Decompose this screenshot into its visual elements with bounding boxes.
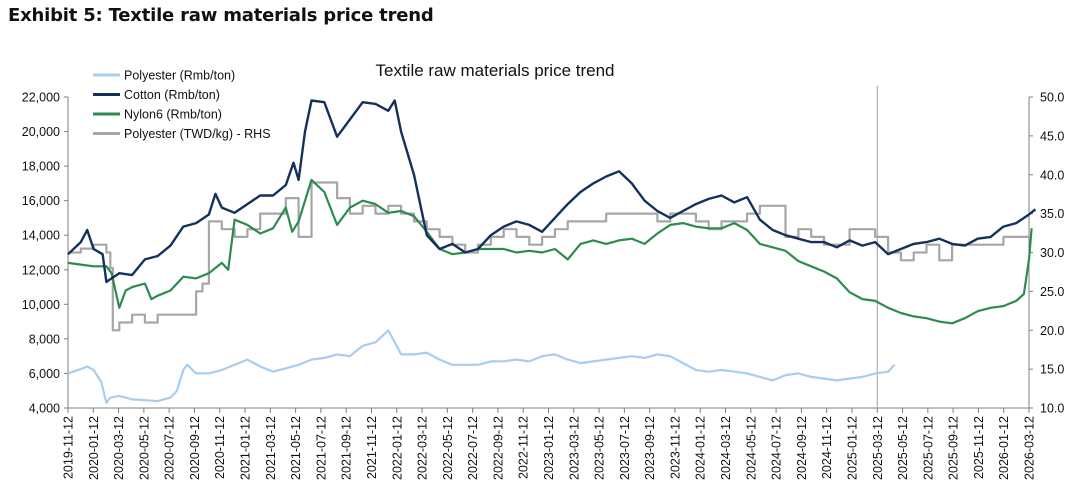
left-tick-label: 8,000 (29, 332, 60, 346)
left-tick-label: 18,000 (22, 160, 60, 174)
x-tick-label: 2022-01-12 (390, 416, 404, 480)
series-line-polyester-rmb-ton (67, 329, 896, 404)
x-tick-label: 2024-03-12 (719, 416, 733, 480)
x-tick-label: 2024-09-12 (795, 416, 809, 480)
x-tick-label: 2022-09-12 (491, 416, 505, 480)
x-tick-label: 2023-07-12 (618, 416, 632, 480)
right-tick-label: 40.0 (1040, 168, 1064, 182)
x-tick-label: 2023-03-12 (567, 416, 581, 480)
legend-label: Nylon6 (Rmb/ton) (124, 108, 222, 122)
left-tick-label: 16,000 (22, 194, 60, 208)
left-tick-label: 6,000 (29, 367, 60, 381)
x-tick-label: 2025-01-12 (845, 416, 859, 480)
left-tick-label: 20,000 (22, 125, 60, 139)
series-line-nylon6-rmb-ton (67, 178, 1033, 325)
right-tick-label: 15.0 (1040, 363, 1064, 377)
x-tick-label: 2023-11-12 (668, 416, 682, 479)
right-tick-label: 35.0 (1040, 207, 1064, 221)
x-tick-label: 2021-05-12 (289, 416, 303, 480)
exhibit-title: Exhibit 5: Textile raw materials price t… (8, 5, 434, 26)
x-tick-label: 2021-07-12 (314, 416, 328, 480)
left-tick-label: 10,000 (22, 298, 60, 312)
x-tick-label: 2024-05-12 (744, 416, 758, 480)
x-tick-label: 2021-01-12 (239, 416, 253, 480)
right-tick-label: 30.0 (1040, 246, 1064, 260)
right-tick-label: 25.0 (1040, 285, 1064, 299)
x-tick-label: 2026-03-12 (1023, 416, 1037, 480)
series-line-polyester-twd-kg-rhs (68, 181, 1029, 332)
right-tick-label: 10.0 (1040, 402, 1064, 416)
legend-label: Polyester (TWD/kg) - RHS (124, 127, 271, 141)
x-tick-label: 2023-01-12 (542, 416, 556, 480)
series-line-cotton-rmb-ton (67, 99, 1037, 284)
x-tick-label: 2021-03-12 (264, 416, 278, 480)
x-tick-label: 2020-07-12 (163, 416, 177, 480)
x-tick-label: 2025-05-12 (896, 416, 910, 480)
x-tick-label: 2022-03-12 (416, 416, 430, 480)
x-tick-label: 2024-07-12 (770, 416, 784, 480)
chart-title: Textile raw materials price trend (375, 61, 614, 80)
right-tick-label: 20.0 (1040, 324, 1064, 338)
x-tick-label: 2022-11-12 (517, 416, 531, 479)
left-tick-label: 12,000 (22, 263, 60, 277)
x-tick-label: 2023-05-12 (593, 416, 607, 480)
x-tick-label: 2020-03-12 (112, 416, 126, 480)
x-tick-label: 2023-09-12 (643, 416, 657, 480)
axes: 4,000 6,000 8,000 10,000 12,000 14,000 16,000 1… (22, 86, 1064, 480)
x-tick-label: 2020-01-12 (87, 416, 101, 480)
x-tick-label: 2020-09-12 (188, 416, 202, 480)
series-lines (67, 99, 1037, 404)
left-tick-label: 14,000 (22, 229, 60, 243)
legend-label: Polyester (Rmb/ton) (124, 69, 235, 83)
x-tick-label: 2022-07-12 (466, 416, 480, 480)
x-tick-label: 2022-05-12 (441, 416, 455, 480)
legend-label: Cotton (Rmb/ton) (124, 88, 220, 102)
left-tick-label: 22,000 (22, 91, 60, 105)
x-tick-label: 2025-07-12 (921, 416, 935, 480)
x-tick-label: 2025-11-12 (972, 416, 986, 479)
left-tick-label: 4,000 (29, 402, 60, 416)
right-tick-label: 45.0 (1040, 129, 1064, 143)
x-tick-label: 2020-05-12 (137, 416, 151, 480)
x-tick-label: 2025-09-12 (947, 416, 961, 480)
legend: Polyester (Rmb/ton) Cotton (Rmb/ton) Nylon… (93, 69, 271, 141)
x-tick-label: 2025-03-12 (871, 416, 885, 480)
x-tick-label: 2021-09-12 (340, 416, 354, 480)
x-tick-label: 2024-11-12 (820, 416, 834, 479)
x-tick-label: 2019-11-12 (62, 416, 76, 479)
x-tick-label: 2026-01-12 (997, 416, 1011, 480)
x-tick-label: 2020-11-12 (213, 416, 227, 479)
x-tick-label: 2024-01-12 (694, 416, 708, 480)
right-tick-label: 50.0 (1040, 91, 1064, 105)
x-tick-label: 2021-11-12 (365, 416, 379, 479)
